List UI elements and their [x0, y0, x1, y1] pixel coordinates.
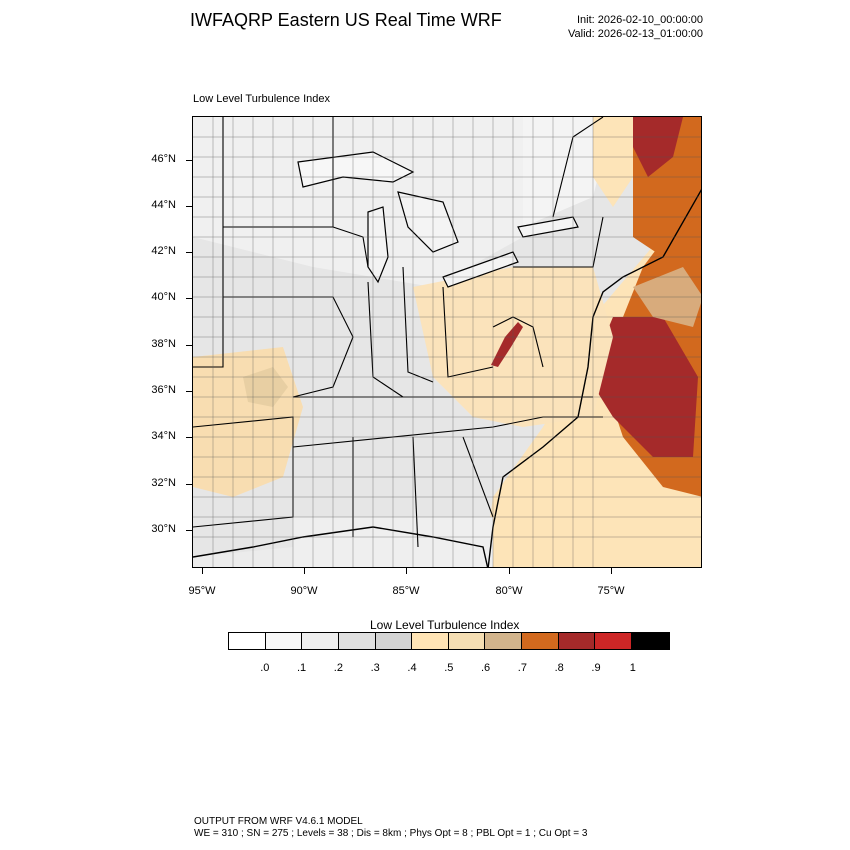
lat-label-32: 32°N: [151, 477, 176, 489]
colorbar-tick-label: .5: [444, 662, 454, 674]
colorbar-tick-label: .7: [517, 662, 527, 674]
colorbar-tick-label: .8: [554, 662, 564, 674]
ridge-red: [491, 322, 523, 367]
lon-label-95: 95°W: [188, 585, 216, 597]
colorbar-box: [265, 633, 303, 649]
colorbar-tick-label: 1: [629, 662, 636, 674]
init-time: Init: 2026-02-10_00:00:00: [577, 14, 703, 26]
lon-label-80: 80°W: [495, 585, 523, 597]
colorbar-box: [632, 633, 669, 649]
lat-label-30: 30°N: [151, 523, 176, 535]
east-coastline: [487, 189, 701, 567]
northeast-red: [633, 117, 683, 177]
colorbar-box: [448, 633, 486, 649]
colorbar-box: [302, 633, 339, 649]
colorbar-box: [338, 633, 376, 649]
county-boundaries: [193, 117, 701, 567]
lat-label-34: 34°N: [151, 430, 176, 442]
footer-model: OUTPUT FROM WRF V4.6.1 MODEL: [194, 816, 363, 827]
map-panel: [192, 116, 702, 568]
colorbar-box: [412, 633, 449, 649]
colorbar-tick-label: .4: [407, 662, 417, 674]
lon-label-75: 75°W: [597, 585, 625, 597]
panel-label: Low Level Turbulence Index: [193, 93, 330, 105]
lat-label-42: 42°N: [151, 245, 176, 257]
lat-label-38: 38°N: [151, 338, 176, 350]
colorbar-box: [595, 633, 633, 649]
lat-label-40: 40°N: [151, 291, 176, 303]
northeast-light: [593, 117, 633, 207]
lat-label-44: 44°N: [151, 199, 176, 211]
colorbar: [228, 632, 670, 650]
turbulence-map: [193, 117, 701, 567]
canada-region: [523, 117, 613, 227]
footer-config: WE = 310 ; SN = 275 ; Levels = 38 ; Dis …: [194, 828, 588, 839]
colorbar-box: [375, 633, 413, 649]
colorbar-tick-label: .9: [591, 662, 601, 674]
lon-label-85: 85°W: [392, 585, 420, 597]
colorbar-box: [229, 633, 266, 649]
valid-time: Valid: 2026-02-13_01:00:00: [568, 28, 703, 40]
lat-label-36: 36°N: [151, 384, 176, 396]
colorbar-tick-label: .3: [370, 662, 380, 674]
lake-erie: [442, 251, 519, 288]
colorbar-box: [558, 633, 596, 649]
colorbar-title: Low Level Turbulence Index: [370, 618, 520, 632]
colorbar-tick-label: .2: [333, 662, 343, 674]
colorbar-tick-label: .0: [260, 662, 270, 674]
colorbar-tick-label: .1: [297, 662, 307, 674]
colorbar-box: [522, 633, 559, 649]
ocean-peak-turbulence: [588, 317, 698, 457]
lat-label-46: 46°N: [151, 153, 176, 165]
gulf-west: [193, 547, 293, 567]
colorbar-box: [485, 633, 523, 649]
lon-label-90: 90°W: [290, 585, 318, 597]
page-title: IWFAQRP Eastern US Real Time WRF: [190, 10, 502, 30]
colorbar-tick-label: .6: [481, 662, 491, 674]
